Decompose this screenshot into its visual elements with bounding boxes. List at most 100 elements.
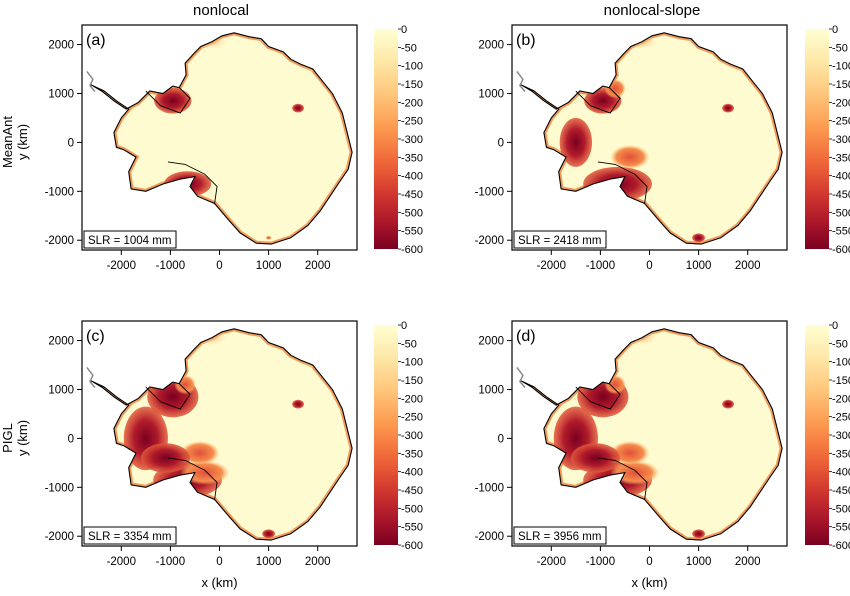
y-tick-label: -2000: [475, 531, 504, 543]
colorbar-tick-label: -100: [832, 61, 850, 73]
colorbar-tick-label: -150: [401, 79, 423, 91]
grounding-line: [145, 87, 191, 114]
y-tick-label: 2000: [48, 40, 74, 52]
colorbar-tick-label: -450: [401, 189, 423, 201]
peninsula-islands: [86, 367, 96, 388]
y-tick-label: 0: [498, 137, 504, 149]
ice-sheet: [90, 328, 353, 541]
grounding-line: [167, 161, 218, 204]
colorbar-tick-label: -50: [401, 42, 417, 54]
x-tick-label: -1000: [586, 556, 615, 568]
x-tick-label: -2000: [107, 260, 136, 272]
column-title-nonlocal-slope: nonlocal-slope: [604, 2, 701, 19]
colorbar-tick-label: -100: [401, 357, 423, 369]
colorbar-tick-label: -500: [832, 503, 850, 515]
slr-value: SLR = 2418 mm: [518, 235, 601, 247]
x-tick-label: 1000: [686, 556, 712, 568]
x-tick-label: -1000: [156, 260, 185, 272]
colorbar-tick-label: -400: [832, 467, 850, 479]
colorbar-tick-label: -550: [401, 226, 423, 238]
colorbar-tick-label: -350: [832, 448, 850, 460]
y-tick-label: 0: [68, 137, 74, 149]
colorbar-tick-label: -250: [832, 116, 850, 128]
y-tick-label: -2000: [45, 531, 74, 543]
melt-region: [180, 460, 230, 485]
y-tick-label: 0: [68, 433, 74, 445]
y-tick-label: -1000: [45, 482, 74, 494]
x-tick-label: -2000: [107, 556, 136, 568]
y-tick-label: -1000: [475, 482, 504, 494]
y-tick-label: 2000: [478, 40, 504, 52]
panel-d: (d)SLR = 3956 mm200010000-1000-2000-2000…: [475, 320, 850, 590]
colorbar-tick-label: -600: [401, 244, 423, 256]
colorbar-tick-label: -300: [401, 430, 423, 442]
colorbar-tick-label: -50: [832, 338, 848, 350]
panel-label: (b): [516, 32, 536, 49]
melt-region: [692, 529, 705, 539]
panel-c: (c)SLR = 3354 mm200010000-1000-2000-2000…: [45, 320, 423, 590]
melt-region: [180, 440, 220, 466]
ylabel-row1: y (km): [15, 124, 30, 160]
grounding-line: [167, 457, 218, 500]
melt-region: [265, 235, 272, 240]
slr-box-frame: [83, 230, 177, 249]
row-title-pigl: PIGL: [0, 423, 15, 453]
map-field: [86, 328, 353, 541]
x-tick-label: 2000: [735, 260, 761, 272]
column-title-nonlocal: nonlocal: [193, 2, 249, 19]
panel-label: (d): [516, 328, 536, 345]
x-tick-label: -2000: [537, 260, 566, 272]
x-tick-label: 0: [646, 260, 652, 272]
melt-region: [292, 103, 304, 113]
colorbar-tick-label: -350: [401, 448, 423, 460]
slr-value: SLR = 3956 mm: [518, 531, 601, 543]
colorbar-tick-label: -50: [832, 42, 848, 54]
x-tick-label: 0: [646, 556, 652, 568]
slr-box-frame: [513, 526, 607, 545]
coastline: [90, 32, 353, 245]
ice-sheet: [90, 32, 353, 245]
ice-sheet: [520, 32, 783, 245]
melt-region: [604, 78, 626, 99]
colorbar-tick-label: -250: [832, 412, 850, 424]
y-tick-label: -2000: [475, 235, 504, 247]
colorbar-tick-label: -250: [401, 116, 423, 128]
colorbar-gradient: [805, 325, 829, 545]
coastline: [520, 328, 783, 541]
melt-region: [570, 443, 621, 473]
colorbar-tick-label: 0: [832, 320, 838, 332]
x-tick-label: 2000: [305, 556, 331, 568]
x-tick-label: -2000: [537, 556, 566, 568]
panel-b: (b)SLR = 2418 mm200010000-1000-2000-2000…: [475, 24, 850, 272]
grounding-line: [597, 161, 648, 204]
x-axis-label: x (km): [201, 575, 237, 590]
melt-region: [164, 171, 212, 197]
melt-region: [722, 103, 734, 113]
colorbar-tick-label: -600: [832, 540, 850, 552]
map-field: [86, 32, 353, 245]
x-tick-label: 2000: [305, 260, 331, 272]
slr-value: SLR = 3354 mm: [88, 531, 171, 543]
colorbar-tick-label: -400: [401, 467, 423, 479]
y-tick-label: 1000: [48, 384, 74, 396]
grounding-line: [597, 457, 648, 500]
colorbar-tick-label: -550: [401, 522, 423, 534]
y-tick-label: -1000: [45, 186, 74, 198]
melt-region: [722, 399, 734, 409]
colorbar-tick-label: -450: [832, 485, 850, 497]
colorbar-tick-label: -200: [832, 97, 850, 109]
colorbar-tick-label: 0: [832, 24, 838, 36]
colorbar-tick-label: -600: [401, 540, 423, 552]
colorbar: 0 -50 -100 -150 -200 -250 -300 -350 -400 -450 -500…: [374, 320, 423, 552]
slr-value: SLR = 1004 mm: [88, 235, 171, 247]
colorbar-tick-label: -100: [832, 357, 850, 369]
colorbar-tick-label: -150: [832, 79, 850, 91]
x-tick-label: -1000: [156, 556, 185, 568]
melt-region: [140, 443, 191, 473]
panel-a: (a)SLR = 1004 mm200010000-1000-2000-2000…: [45, 24, 423, 272]
grounding-line: [575, 383, 621, 410]
colorbar-tick-label: -550: [832, 226, 850, 238]
melt-region: [559, 117, 593, 167]
melt-region: [604, 374, 626, 395]
